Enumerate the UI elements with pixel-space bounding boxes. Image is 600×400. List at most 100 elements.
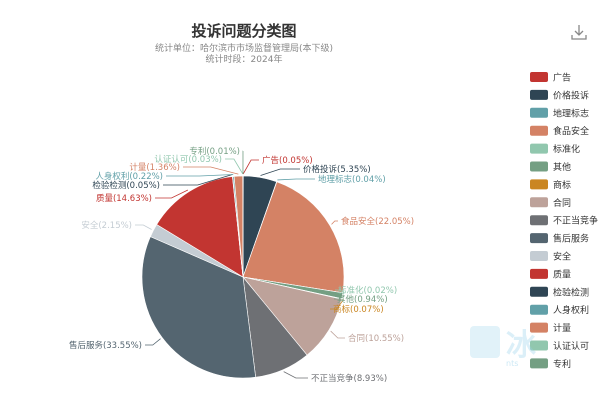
legend-swatch xyxy=(530,268,548,279)
legend-label: 认证认可 xyxy=(553,340,589,352)
legend-swatch xyxy=(530,358,548,369)
pie-slice-10[interactable] xyxy=(141,236,256,379)
slice-label-line-4 xyxy=(331,220,338,225)
slice-label-6: 其他(0.94%) xyxy=(337,294,388,305)
legend-swatch xyxy=(530,143,548,154)
legend-swatch xyxy=(530,197,548,208)
legend-item-2[interactable]: 价格投诉 xyxy=(530,89,589,101)
legend-label: 标准化 xyxy=(553,143,580,155)
legend-swatch xyxy=(530,251,548,261)
legend-swatch xyxy=(530,179,548,190)
slice-label-13: 检验检测(0.05%) xyxy=(92,180,160,191)
slice-label-line-6 xyxy=(334,295,345,300)
slice-label-line-12 xyxy=(155,189,189,199)
slice-labels: 广告(0.05%)价格投诉(5.35%)地理标志(0.04%) 食品安全(22.0… xyxy=(69,146,414,384)
legend-item-10[interactable]: 售后服务 xyxy=(530,233,589,245)
slice-label-line-3 xyxy=(277,178,315,181)
legend-label: 人身权利 xyxy=(553,304,589,316)
slice-label-2: 价格投诉(5.35%) xyxy=(303,164,371,175)
legend-label: 专利 xyxy=(553,358,571,370)
slice-label-4: 食品安全(22.05%) xyxy=(341,216,414,227)
legend-item-9[interactable]: 不正当竞争 xyxy=(530,215,598,227)
slice-label-5: 标准化(0.02%) xyxy=(338,285,397,296)
legend-item-11[interactable]: 安全 xyxy=(530,251,571,263)
slice-label-line-7 xyxy=(330,299,344,310)
slice-label-line-15 xyxy=(183,166,239,175)
pie-slices xyxy=(141,175,345,379)
legend-item-7[interactable]: 商标 xyxy=(530,179,571,191)
legend-label: 质量 xyxy=(553,268,571,280)
legend-label: 价格投诉 xyxy=(553,89,589,101)
legend-label: 检验检测 xyxy=(553,286,589,298)
slice-label-line-14 xyxy=(166,174,234,177)
legend-item-17[interactable]: 专利 xyxy=(530,358,571,370)
slice-label-10: 售后服务(33.55%) xyxy=(69,340,142,351)
legend-item-1[interactable]: 广告 xyxy=(530,72,571,84)
legend-item-13[interactable]: 检验检测 xyxy=(530,286,589,298)
legend-item-6[interactable]: 其他 xyxy=(530,161,571,173)
legend-swatch xyxy=(530,215,548,226)
legend-item-12[interactable]: 质量 xyxy=(530,268,571,280)
legend-swatch xyxy=(530,233,548,244)
slice-label-line-16 xyxy=(225,158,244,175)
slice-label-9: 不正当竞争(8.93%) xyxy=(311,373,387,384)
legend-swatch xyxy=(530,340,548,351)
legend-swatch xyxy=(530,125,548,136)
download-button[interactable] xyxy=(571,25,587,40)
slice-label-line-1 xyxy=(242,159,259,175)
legend-label: 安全 xyxy=(553,251,571,263)
legend-swatch xyxy=(530,89,548,100)
slice-label-line-8 xyxy=(330,330,345,339)
pie-slice-4[interactable] xyxy=(242,181,345,294)
slice-label-16: 认证认可(0.03%) xyxy=(154,154,222,165)
legend-item-3[interactable]: 地理标志 xyxy=(530,107,589,119)
watermark-sub: nts xyxy=(506,359,518,368)
legend-label: 不正当竞争 xyxy=(553,215,598,227)
pie-slice-12[interactable] xyxy=(156,176,244,278)
legend-item-5[interactable]: 标准化 xyxy=(530,143,580,155)
legend-swatch xyxy=(530,322,548,333)
slice-label-1: 广告(0.05%) xyxy=(262,155,313,166)
legend-label: 售后服务 xyxy=(553,233,589,245)
watermark-text: 冰 xyxy=(506,328,537,363)
legend-item-4[interactable]: 食品安全 xyxy=(530,125,589,137)
slice-label-17: 专利(0.01%) xyxy=(189,146,240,157)
legend-swatch xyxy=(530,304,548,315)
legend-label: 广告 xyxy=(553,72,571,84)
slice-label-7: 商标(0.07%) xyxy=(333,304,384,315)
slice-label-14: 人身权利(0.22%) xyxy=(95,171,163,182)
legend-swatch xyxy=(530,286,548,297)
chart-subtitle-unit: 统计单位：哈尔滨市市场监督管理局(本下级) xyxy=(155,42,333,54)
legend-item-8[interactable]: 合同 xyxy=(530,197,571,209)
legend-label: 合同 xyxy=(553,197,571,209)
legend-label: 计量 xyxy=(553,322,571,334)
slice-label-line-10 xyxy=(145,338,161,346)
slice-label-line-2 xyxy=(260,168,300,176)
legend-item-16[interactable]: 认证认可 xyxy=(530,340,589,352)
slice-label-line-9 xyxy=(283,371,308,379)
legend-label: 地理标志 xyxy=(553,107,589,119)
legend-label: 其他 xyxy=(553,161,571,173)
legend-item-14[interactable]: 人身权利 xyxy=(530,304,589,316)
legend-swatch xyxy=(530,107,548,118)
chart-subtitle-period: 统计时段：2024年 xyxy=(206,53,283,65)
legend-label: 食品安全 xyxy=(553,125,589,137)
legend-label: 商标 xyxy=(553,179,571,191)
slice-label-8: 合同(10.55%) xyxy=(348,333,404,344)
legend-swatch xyxy=(530,161,548,172)
legend-swatch xyxy=(530,72,548,82)
chart-title: 投诉问题分类图 xyxy=(191,22,296,40)
slice-label-lines xyxy=(135,150,345,379)
slice-label-15: 计量(1.36%) xyxy=(129,162,180,173)
download-icon xyxy=(571,25,587,40)
slice-label-11: 安全(2.15%) xyxy=(81,220,132,231)
slice-label-12: 质量(14.63%) xyxy=(96,193,152,204)
slice-label-3: 地理标志(0.04%) xyxy=(318,174,386,185)
legend: 广告价格投诉地理标志食品安全标准化其他商标合同不正当竞争售后服务安全质量检验检测… xyxy=(530,72,598,370)
slice-label-line-13 xyxy=(163,174,233,186)
slice-label-line-11 xyxy=(135,224,152,230)
legend-item-15[interactable]: 计量 xyxy=(530,322,571,334)
slice-label-line-5 xyxy=(335,289,345,294)
watermark: 冰 nts xyxy=(470,326,537,368)
